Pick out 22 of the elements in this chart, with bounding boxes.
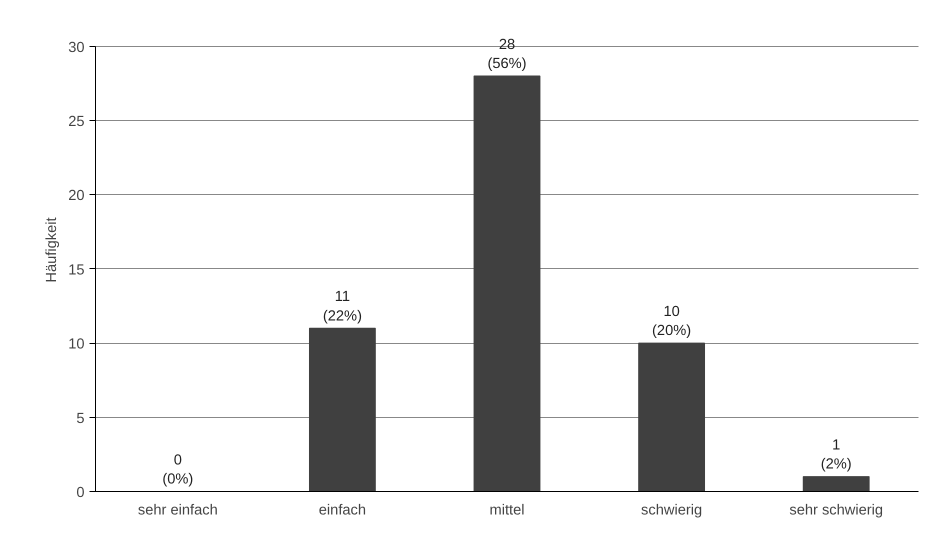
bar [802,476,870,492]
bar [474,76,540,492]
data-label: 0 (0%) [162,452,194,488]
y-tick-label: 30 [68,40,85,56]
x-tick-label: sehr einfach [138,502,218,518]
y-tick-label: 25 [68,114,85,130]
y-tick-label: 10 [68,336,85,353]
data-label: 11 (22%) [322,289,362,324]
x-tick-label: einfach [318,502,366,518]
bar [638,342,706,492]
x-tick-label: mittel [489,502,525,518]
y-tick-label: 5 [76,410,85,427]
y-axis-title: Häufigkeit [44,217,60,283]
x-tick-label: schwierig [641,502,702,518]
data-label: 28 (56%) [487,36,527,72]
y-tick-label: 20 [68,188,85,204]
y-tick-label: 15 [68,262,85,278]
x-tick-label: sehr schwierig [789,502,884,518]
data-label: 1 (2%) [820,437,852,473]
y-tick-label: 0 [76,485,85,501]
bar [308,328,376,492]
data-label: 10 (20%) [652,304,692,340]
